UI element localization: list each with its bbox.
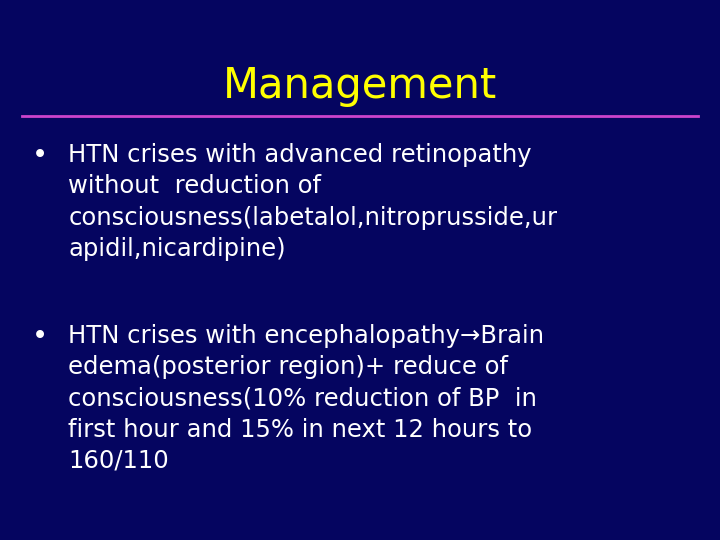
Text: HTN crises with encephalopathy→Brain
edema(posterior region)+ reduce of
consciou: HTN crises with encephalopathy→Brain ede…: [68, 324, 544, 473]
Text: •: •: [32, 324, 48, 350]
Text: •: •: [32, 143, 48, 169]
Text: Management: Management: [223, 65, 497, 107]
Text: HTN crises with advanced retinopathy
without  reduction of
consciousness(labetal: HTN crises with advanced retinopathy wit…: [68, 143, 557, 261]
